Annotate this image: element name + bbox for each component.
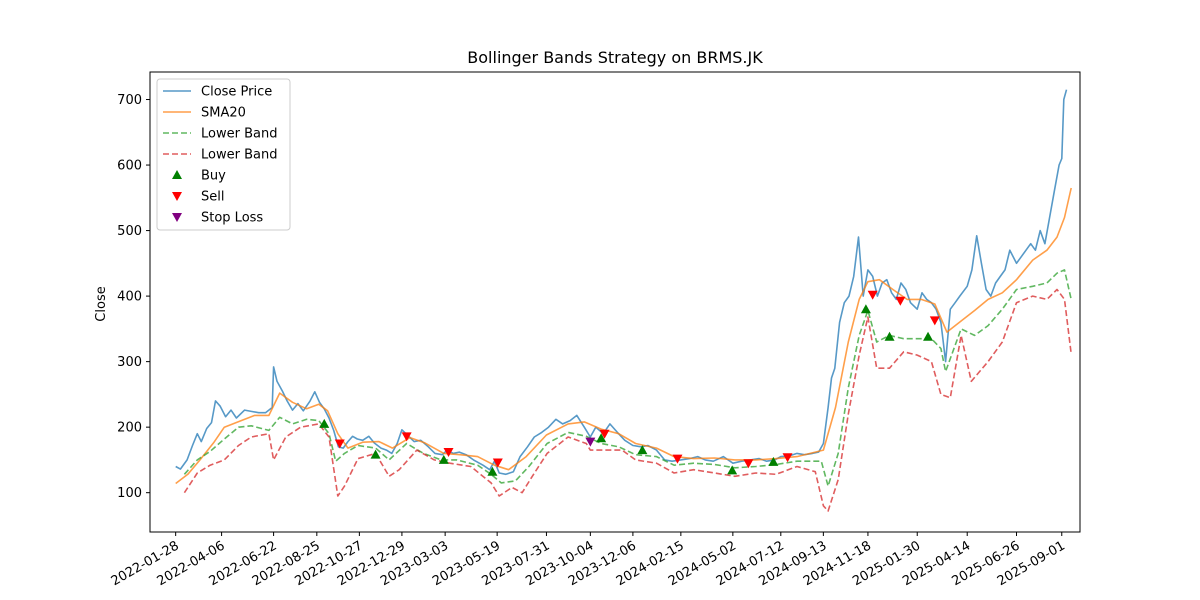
legend-label-buy: Buy [201, 169, 226, 184]
sell-marker [443, 448, 454, 458]
sell-marker [895, 296, 906, 306]
sell-marker [334, 439, 345, 449]
legend-label-lower: Lower Band [201, 148, 277, 163]
sell-marker [401, 432, 412, 442]
buy-marker [884, 331, 895, 341]
legend-label-stop: Stop Loss [201, 211, 263, 226]
legend-swatch-stop [172, 213, 182, 222]
y-tick-label: 300 [117, 355, 142, 370]
legend-label-sell: Sell [201, 190, 224, 205]
sell-marker [599, 429, 610, 439]
chart-title: Bollinger Bands Strategy on BRMS.JK [467, 48, 763, 67]
buy-marker [596, 433, 607, 443]
buy-marker [370, 449, 381, 459]
sell-marker [672, 454, 683, 464]
marker-layer [319, 290, 940, 476]
y-tick-label: 100 [117, 486, 142, 501]
sell-marker [782, 453, 793, 463]
series-line-lower [183, 288, 1072, 512]
buy-marker [637, 445, 648, 455]
series-line-sma [175, 187, 1072, 485]
series-line-close [175, 89, 1068, 476]
legend-box [156, 78, 291, 231]
sell-marker [929, 316, 940, 326]
legend-label-close: Close Price [201, 85, 272, 100]
legend: Close Price SMA20 Lower Band Lower Band Buy S… [156, 78, 291, 231]
y-tick-label: 200 [117, 421, 142, 436]
y-tick-label: 400 [117, 290, 142, 305]
buy-marker [923, 331, 934, 341]
legend-swatch-sell [172, 192, 182, 201]
buy-marker [319, 418, 330, 428]
y-tick-label: 500 [117, 224, 142, 239]
plot-frame [149, 71, 1081, 533]
buy-marker [487, 466, 498, 476]
legend-label-upper: Lower Band [201, 127, 277, 142]
y-axis: 100 200 300 400 500 600 700 [117, 93, 150, 501]
buy-marker [438, 454, 449, 464]
stop-marker [585, 437, 596, 447]
buy-marker [860, 304, 871, 314]
sell-marker [867, 290, 878, 300]
sell-marker [492, 458, 503, 468]
legend-label-sma: SMA20 [201, 106, 246, 121]
y-axis-label: Close [94, 286, 109, 321]
buy-marker [727, 465, 738, 475]
legend-swatch-buy [172, 170, 182, 179]
buy-marker [768, 456, 779, 466]
y-tick-label: 700 [117, 93, 142, 108]
sell-marker [743, 459, 754, 469]
y-tick-label: 600 [117, 159, 142, 174]
